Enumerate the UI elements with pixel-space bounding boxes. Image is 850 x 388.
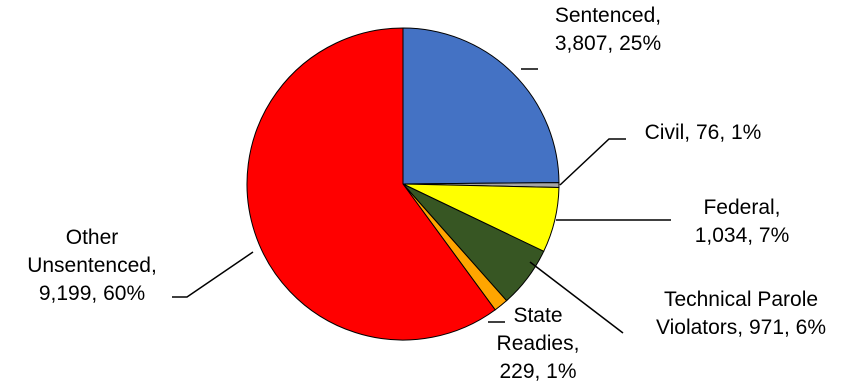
data-labels: Sentenced, 3,807, 25% Civil, 76, 1% Federal… bbox=[27, 4, 826, 383]
pie-slices bbox=[246, 27, 560, 341]
slice-other-unsentenced bbox=[246, 27, 496, 341]
leader-lines bbox=[172, 68, 671, 334]
data-label-line: 9,199, 60% bbox=[39, 282, 145, 305]
data-label-line: 229, 1% bbox=[499, 360, 576, 383]
slice-sentenced bbox=[402, 27, 560, 185]
data-label-civil: Civil, 76, 1% bbox=[645, 121, 762, 144]
data-label-sentenced: Sentenced, 3,807, 25% bbox=[555, 4, 661, 55]
data-label-line: Sentenced, bbox=[555, 4, 661, 27]
data-label-line: 1,034, 7% bbox=[695, 224, 790, 247]
leader-line-other-unsentenced bbox=[172, 251, 254, 298]
data-label-line: Violators, 971, 6% bbox=[656, 316, 826, 339]
data-label-state-readies: State Readies, 229, 1% bbox=[497, 304, 580, 383]
data-label-technical-parole: Technical Parole Violators, 971, 6% bbox=[656, 288, 826, 339]
leader-line-technical-parole bbox=[529, 261, 624, 334]
data-label-line: Other bbox=[66, 226, 119, 249]
data-label-line: Civil, 76, 1% bbox=[645, 121, 762, 144]
data-label-line: Readies, bbox=[497, 332, 580, 355]
data-label-federal: Federal, 1,034, 7% bbox=[695, 196, 790, 247]
data-label-other-unsentenced: Other Unsentenced, 9,199, 60% bbox=[27, 226, 157, 305]
leader-line-civil bbox=[559, 138, 626, 186]
data-label-line: Federal, bbox=[703, 196, 780, 219]
data-label-line: Unsentenced, bbox=[27, 254, 157, 277]
data-label-line: State bbox=[513, 304, 562, 327]
data-label-line: 3,807, 25% bbox=[555, 32, 661, 55]
data-label-line: Technical Parole bbox=[664, 288, 818, 311]
